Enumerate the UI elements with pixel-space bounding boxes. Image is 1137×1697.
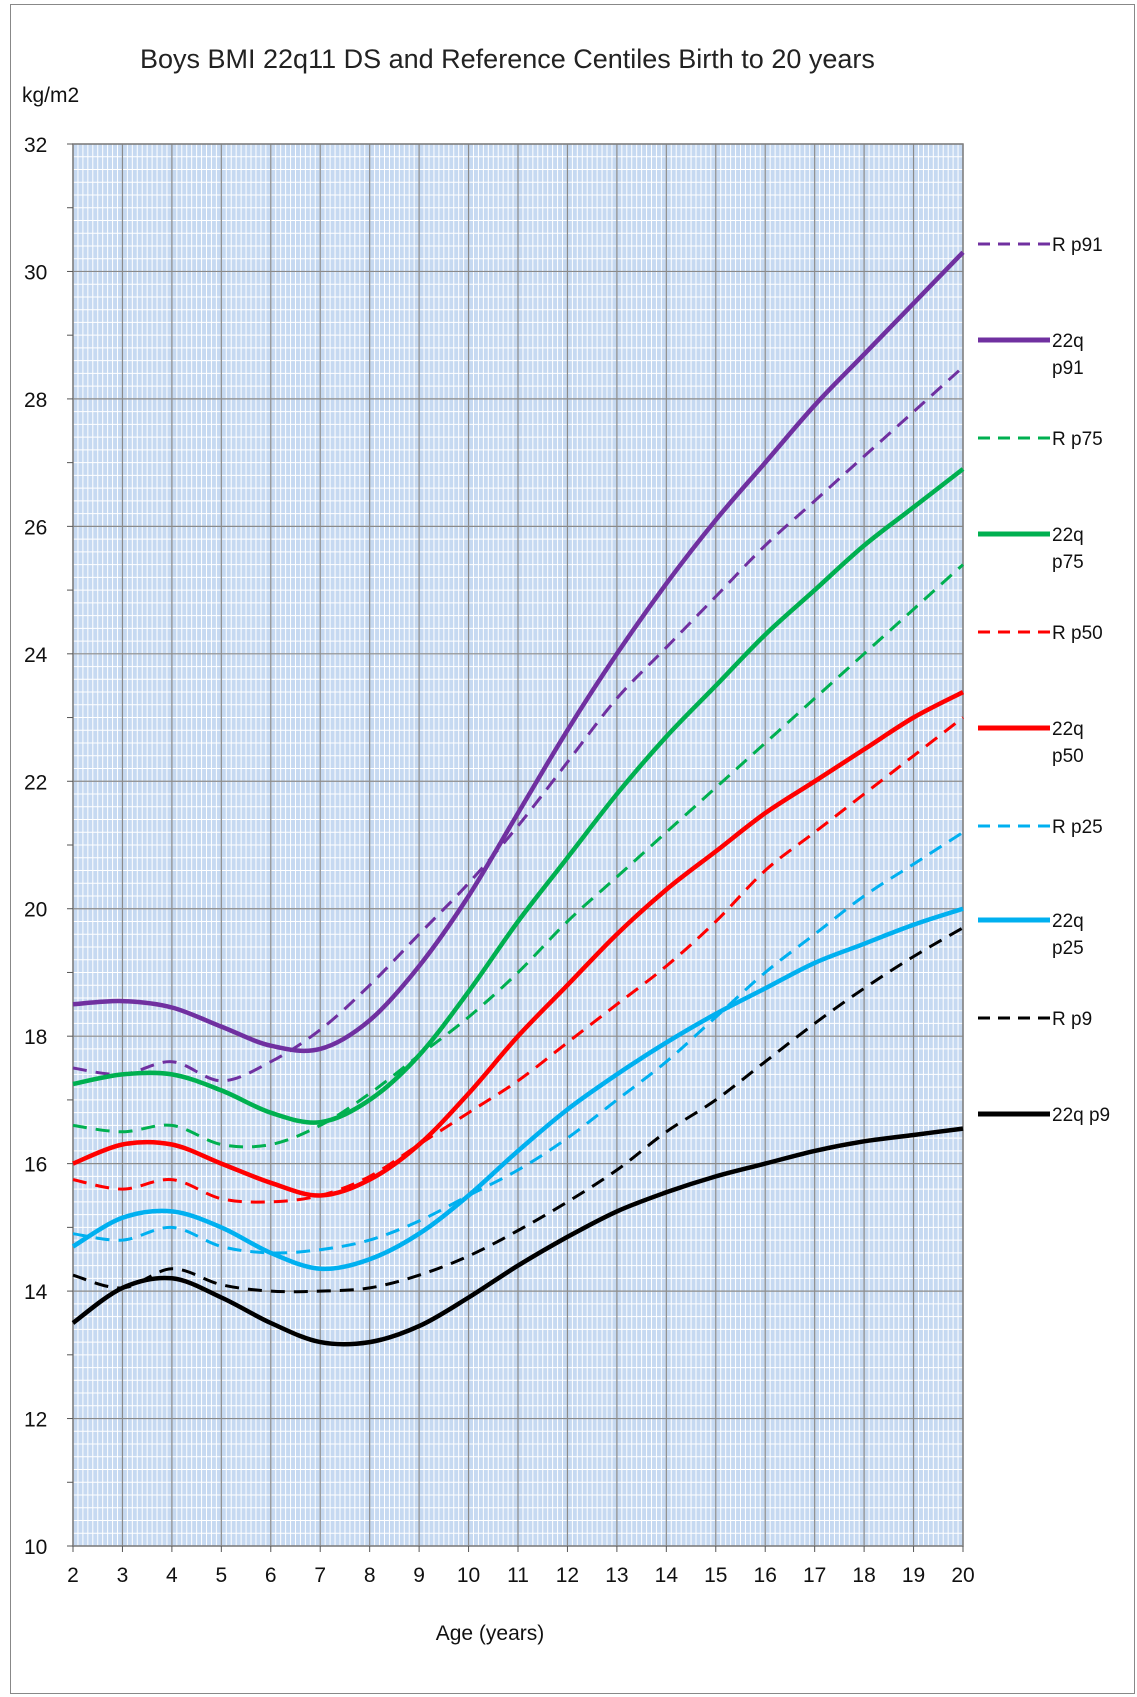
x-axis-title: Age (years) [436, 1622, 545, 1645]
legend-label: 22q [1052, 911, 1084, 932]
legend-label: R p50 [1052, 623, 1103, 644]
y-tick-label: 14 [24, 1281, 48, 1304]
legend-label-line2: p50 [1052, 746, 1084, 767]
y-tick-label: 12 [24, 1409, 47, 1432]
x-tick-label: 14 [655, 1564, 679, 1587]
legend-item-r-p91: R p91 [978, 235, 1103, 256]
y-tick-label: 28 [24, 389, 47, 412]
x-tick-label: 10 [457, 1564, 480, 1587]
legend-label-line2: p75 [1052, 552, 1084, 573]
x-tick-label: 9 [413, 1564, 425, 1587]
series-line-r-p91 [72, 365, 965, 1083]
series-line-r-p9 [72, 926, 964, 1294]
y-tick-label: 32 [24, 134, 47, 157]
series-line-22q-p25 [71, 906, 964, 1272]
series-line-r-p75 [72, 563, 965, 1149]
series-line-22q-p9 [71, 1126, 964, 1347]
x-tick-label: 13 [605, 1564, 628, 1587]
legend-label: R p25 [1052, 817, 1103, 838]
x-tick-label: 17 [803, 1564, 826, 1587]
x-tick-label: 18 [852, 1564, 875, 1587]
legend-label: 22q [1052, 525, 1084, 546]
legend-item-r-p9: R p9 [978, 1009, 1092, 1030]
legend-item-r-p25: R p25 [978, 817, 1103, 838]
legend-item-r-p75: R p75 [978, 429, 1103, 450]
legend-label: R p9 [1052, 1009, 1092, 1030]
x-tick-label: 12 [556, 1564, 579, 1587]
series-line-22q-p91 [72, 250, 965, 1054]
legend-item-22q-p9: 22q p9 [978, 1105, 1110, 1126]
series-layer [71, 250, 965, 1347]
x-tick-label: 19 [902, 1564, 925, 1587]
series-line-r-p25 [72, 831, 964, 1255]
y-tick-label: 20 [24, 899, 47, 922]
legend-label: 22q [1052, 331, 1084, 352]
x-tick-label: 16 [754, 1564, 777, 1587]
x-tick-label: 6 [265, 1564, 277, 1587]
x-axis-ticks: 2 3 4 5 6 7 8 9 10 11 12 13 14 15 16 17 18 19 20 [67, 1546, 975, 1587]
y-tick-label: 30 [24, 261, 47, 284]
legend-item-r-p50: R p50 [978, 623, 1103, 644]
y-tick-label: 18 [24, 1026, 47, 1049]
legend-label-line2: p91 [1052, 358, 1084, 379]
x-tick-label: 4 [166, 1564, 178, 1587]
y-tick-label: 16 [24, 1154, 47, 1177]
y-axis-title: kg/m2 [22, 84, 79, 107]
x-tick-label: 11 [507, 1564, 529, 1587]
legend-label: R p91 [1052, 235, 1103, 256]
y-tick-label: 22 [24, 771, 47, 794]
y-tick-label: 26 [24, 516, 47, 539]
chart-title: Boys BMI 22q11 DS and Reference Centiles… [140, 44, 875, 74]
y-axis-ticks: 10 12 14 16 18 20 22 24 26 28 30 32 [24, 134, 73, 1559]
x-tick-label: 15 [704, 1564, 727, 1587]
legend-label: R p75 [1052, 429, 1103, 450]
x-tick-label: 7 [314, 1564, 326, 1587]
x-tick-label: 8 [364, 1564, 376, 1587]
x-tick-label: 5 [215, 1564, 227, 1587]
series-line-22q-p50 [72, 690, 965, 1198]
legend-label: 22q [1052, 719, 1084, 740]
legend-label: 22q p9 [1052, 1105, 1110, 1126]
legend-label-line2: p25 [1052, 938, 1084, 959]
series-line-22q-p75 [72, 467, 965, 1125]
x-tick-label: 3 [117, 1564, 129, 1587]
y-tick-label: 10 [24, 1536, 47, 1559]
x-tick-label: 2 [67, 1564, 79, 1587]
series-line-r-p50 [72, 716, 964, 1204]
y-tick-label: 24 [24, 644, 48, 667]
x-tick-label: 20 [951, 1564, 974, 1587]
